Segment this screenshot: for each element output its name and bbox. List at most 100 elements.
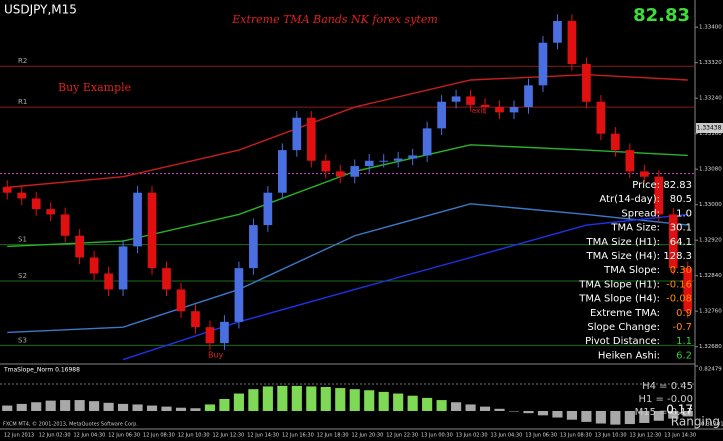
y-tick-label: 1.33240 [699, 96, 722, 102]
candle-body [379, 160, 389, 162]
info-label: TMA Slope (H1): [578, 279, 660, 290]
info-value: 6.2 [676, 350, 692, 361]
candle-body [17, 192, 27, 199]
score: 82.83 [633, 5, 690, 26]
price-tag-box [696, 123, 723, 133]
candle-body [422, 128, 432, 156]
candle-body [480, 104, 490, 108]
slope-bar [581, 410, 592, 422]
y-tick-label: 1.33400 [699, 25, 722, 31]
candle-body [495, 107, 504, 113]
info-label: Atr(14-day): [599, 194, 660, 205]
tma-band [122, 213, 688, 361]
candle-body [104, 273, 113, 290]
candle-body [75, 235, 84, 258]
candle-body [625, 150, 635, 172]
slope-bar [219, 398, 230, 411]
candle-body [668, 214, 678, 269]
info-label: TMA Size (H1): [585, 237, 660, 248]
slope-bar [146, 405, 158, 411]
slope-bar [653, 410, 664, 421]
info-label: Spread: [621, 208, 660, 219]
candle-body [46, 209, 56, 215]
candle-body [162, 268, 171, 290]
slope-bar [407, 395, 418, 411]
candle-body [364, 160, 374, 167]
readout: H4 = 0.45 [642, 381, 693, 392]
info-value: 30.1 [670, 223, 692, 234]
info-value: -0.7 [672, 322, 692, 333]
sub-tick-label: 0.82479 [699, 367, 722, 373]
slope-bar [16, 403, 27, 411]
slope-bar [175, 407, 187, 411]
x-tick-label: 13 Jun 10:30 [595, 433, 627, 439]
x-tick-label: 13 Jun 04:30 [491, 433, 523, 439]
slope-bar [422, 397, 433, 411]
candle-body [321, 160, 331, 172]
readout: M15 = 0.17 [635, 407, 693, 418]
x-tick-label: 12 Jun 18:30 [317, 433, 349, 439]
slope-bar [639, 410, 650, 423]
copyright: FXCM MT4, © 2001-2013, MetaQuotes Softwa… [3, 421, 138, 428]
candle-body [234, 268, 244, 322]
slope-bar [595, 410, 606, 424]
candle-body [437, 101, 446, 129]
chart-title: Extreme TMA Bands NK forex sytem [231, 13, 438, 26]
slope-bar [118, 403, 129, 411]
candle-body [263, 192, 273, 226]
candle-body [567, 20, 577, 65]
info-value: 0.9 [676, 308, 692, 319]
candle-body [509, 107, 519, 113]
candle-body [249, 225, 258, 269]
x-tick-label: 13 Jun 06:30 [525, 433, 557, 439]
sub-tick-label: -0.31201 [699, 422, 723, 428]
slope-bar [277, 385, 288, 411]
pivot-label: S1 [18, 236, 27, 244]
info-value: 80.5 [670, 194, 692, 205]
annotation: Buy Example [58, 81, 131, 94]
candle-body [292, 117, 302, 151]
info-value: 128.3 [663, 251, 692, 262]
slope-bar [204, 404, 216, 411]
sub-title: TmaSlope_Norm 0.16988 [3, 367, 80, 374]
candle-body [205, 327, 215, 344]
slope-bar [103, 402, 114, 411]
slope-bar [335, 388, 346, 411]
candle-body [538, 42, 548, 86]
slope-bar [537, 410, 549, 416]
candle-body [118, 246, 128, 290]
info-value: -0.16 [666, 279, 692, 290]
exit-label: exit [472, 107, 485, 115]
x-tick-label: 12 Jun 10:30 [178, 433, 210, 439]
pivot-label: R2 [18, 57, 27, 65]
candle-body [611, 133, 620, 151]
x-tick-label: 12 Jun 14:30 [247, 433, 279, 439]
y-tick-label: 1.32680 [699, 344, 722, 350]
info-value: 1.1 [676, 336, 692, 347]
candle-body [2, 186, 12, 193]
candle-body [524, 85, 533, 108]
x-tick-label: 12 Jun 04:30 [74, 433, 106, 439]
x-tick-label: 12 Jun 2013 [4, 433, 34, 439]
slope-bar [60, 400, 71, 411]
slope-bar [610, 410, 621, 425]
slope-bar [566, 410, 577, 420]
y-tick-label: 1.33080 [699, 167, 722, 173]
candle-body [639, 171, 649, 177]
status: Ranging [671, 415, 720, 429]
y-tick-label: 1.33000 [699, 202, 722, 208]
pivot-label: S3 [18, 336, 27, 344]
x-tick-label: 12 Jun 02:30 [39, 433, 71, 439]
info-label: Slope Change: [587, 322, 660, 333]
slope-bar [262, 386, 273, 411]
candle-body [335, 171, 345, 177]
slope-bar [89, 401, 100, 411]
x-tick-label: 13 Jun 02:30 [456, 433, 488, 439]
candle-body [466, 96, 475, 105]
slope-bar [2, 405, 13, 411]
x-tick-label: 13 Jun 08:30 [560, 433, 592, 439]
slope-bar [74, 400, 85, 411]
y-tick-label: 1.33320 [699, 60, 722, 66]
